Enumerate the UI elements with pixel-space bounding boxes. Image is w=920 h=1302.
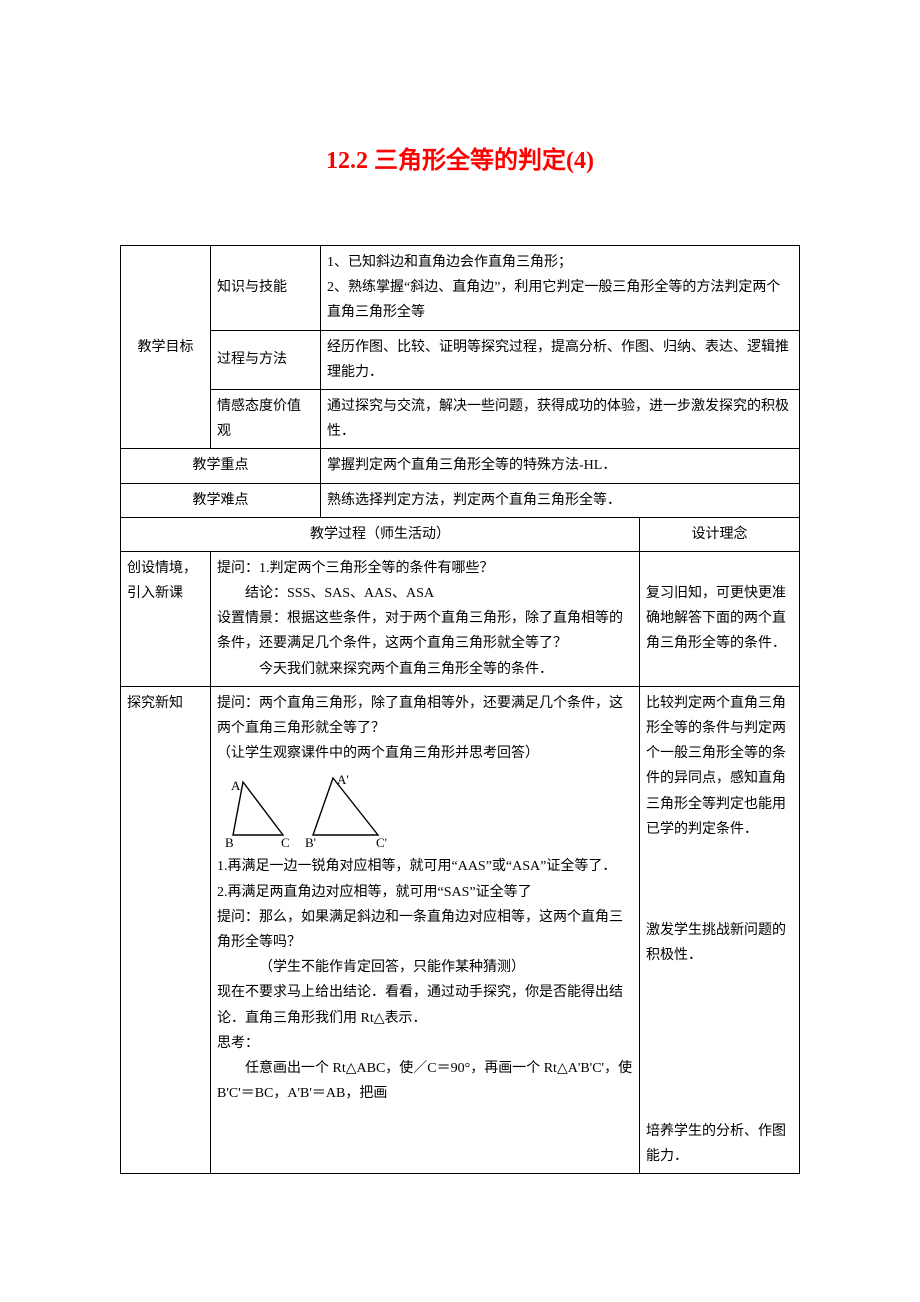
cell-scene-right: 复习旧知，可更快更准确地解答下面的两个直角三角形全等的条件． [640, 551, 800, 686]
explore-p1: 1.再满足一边一锐角对应相等，就可用“AAS”或“ASA”证全等了． [217, 859, 616, 874]
svg-text:B: B [225, 835, 234, 850]
explore-task: 任意画出一个 Rt△ABC，使／C＝90°，再画一个 Rt△A'B'C'，使 B… [217, 1056, 633, 1106]
cell-explore-body: 提问：两个直角三角形，除了直角相等外，还要满足几个条件，这两个直角三角形就全等了… [211, 686, 640, 1174]
scene-body-1: 提问：1.判定两个三角形全等的条件有哪些？ [217, 561, 494, 576]
cell-knowledge-text: 1、已知斜边和直角边会作直角三角形； 2、熟练掌握“斜边、直角边”，利用它判定一… [321, 246, 800, 331]
cell-process-header-left: 教学过程（师生活动） [121, 517, 640, 551]
cell-difficulty-label: 教学难点 [121, 483, 321, 517]
svg-text:C: C [281, 835, 290, 850]
row-process-header: 教学过程（师生活动） 设计理念 [121, 517, 800, 551]
explore-q2b: （学生不能作肯定回答，只能作某种猜测） [217, 955, 633, 980]
svg-text:C': C' [376, 835, 387, 850]
cell-scene-body: 提问：1.判定两个三角形全等的条件有哪些？ 结论：SSS、SAS、AAS、ASA… [211, 551, 640, 686]
scene-body-4: 今天我们就来探究两个直角三角形全等的条件． [217, 657, 633, 682]
row-difficulty: 教学难点 熟练选择判定方法，判定两个直角三角形全等． [121, 483, 800, 517]
explore-right-3: 培养学生的分析、作图能力． [646, 1124, 786, 1164]
explore-q1b: （让学生观察课件中的两个直角三角形并思考回答） [217, 746, 539, 761]
row-keypoint: 教学重点 掌握判定两个直角三角形全等的特殊方法-HL． [121, 449, 800, 483]
doc-title: 12.2 三角形全等的判定(4) [120, 140, 800, 175]
cell-emotion-label: 情感态度价值观 [211, 389, 321, 448]
row-explore: 探究新知 提问：两个直角三角形，除了直角相等外，还要满足几个条件，这两个直角三角… [121, 686, 800, 1174]
scene-label-line2: 引入新课 [127, 586, 183, 601]
svg-text:B': B' [305, 835, 316, 850]
cell-process-label: 过程与方法 [211, 330, 321, 389]
row-goal-process: 过程与方法 经历作图、比较、证明等探究过程，提高分析、作图、归纳、表达、逻辑推理… [121, 330, 800, 389]
svg-text:A: A [231, 778, 241, 793]
cell-explore-right: 比较判定两个直角三角形全等的条件与判定两个一般三角形全等的条件的异同点，感知直角… [640, 686, 800, 1174]
explore-p3: 现在不要求马上给出结论．看看，通过动手探究，你是否能得出结论．直角三角形我们用 … [217, 985, 623, 1025]
cell-scene-label: 创设情境， 引入新课 [121, 551, 211, 686]
scene-body-2: 结论：SSS、SAS、AAS、ASA [217, 581, 633, 606]
cell-knowledge-label: 知识与技能 [211, 246, 321, 331]
row-goal-emotion: 情感态度价值观 通过探究与交流，解决一些问题，获得成功的体验，进一步激发探究的积… [121, 389, 800, 448]
cell-process-header-right: 设计理念 [640, 517, 800, 551]
scene-label-line1: 创设情境， [127, 561, 197, 576]
cell-difficulty-text: 熟练选择判定方法，判定两个直角三角形全等． [321, 483, 800, 517]
row-goal-knowledge: 教学目标 知识与技能 1、已知斜边和直角边会作直角三角形； 2、熟练掌握“斜边、… [121, 246, 800, 331]
scene-body-3: 设置情景：根据这些条件，对于两个直角三角形，除了直角相等的条件，还要满足几个条件… [217, 611, 623, 651]
lesson-plan-table: 教学目标 知识与技能 1、已知斜边和直角边会作直角三角形； 2、熟练掌握“斜边、… [120, 245, 800, 1174]
cell-keypoint-text: 掌握判定两个直角三角形全等的特殊方法-HL． [321, 449, 800, 483]
svg-text:A': A' [337, 772, 349, 787]
explore-right-1: 比较判定两个直角三角形全等的条件与判定两个一般三角形全等的条件的异同点，感知直角… [646, 696, 786, 837]
cell-explore-label: 探究新知 [121, 686, 211, 1174]
explore-right-2: 激发学生挑战新问题的积极性． [646, 923, 786, 963]
cell-emotion-text: 通过探究与交流，解决一些问题，获得成功的体验，进一步激发探究的积极性． [321, 389, 800, 448]
cell-process-text: 经历作图、比较、证明等探究过程，提高分析、作图、归纳、表达、逻辑推理能力． [321, 330, 800, 389]
explore-think: 思考： [217, 1036, 259, 1051]
explore-q2: 提问：那么，如果满足斜边和一条直角边对应相等，这两个直角三角形全等吗？ [217, 910, 623, 950]
page: 12.2 三角形全等的判定(4) 教学目标 知识与技能 1、已知斜边和直角边会作… [0, 0, 920, 1234]
row-scene: 创设情境， 引入新课 提问：1.判定两个三角形全等的条件有哪些？ 结论：SSS、… [121, 551, 800, 686]
cell-goal-label: 教学目标 [121, 246, 211, 449]
cell-keypoint-label: 教学重点 [121, 449, 321, 483]
explore-p2: 2.再满足两直角边对应相等，就可用“SAS”证全等了 [217, 885, 532, 900]
triangles-figure: A B C A' B' C' [223, 770, 423, 850]
explore-q1: 提问：两个直角三角形，除了直角相等外，还要满足几个条件，这两个直角三角形就全等了… [217, 696, 623, 736]
